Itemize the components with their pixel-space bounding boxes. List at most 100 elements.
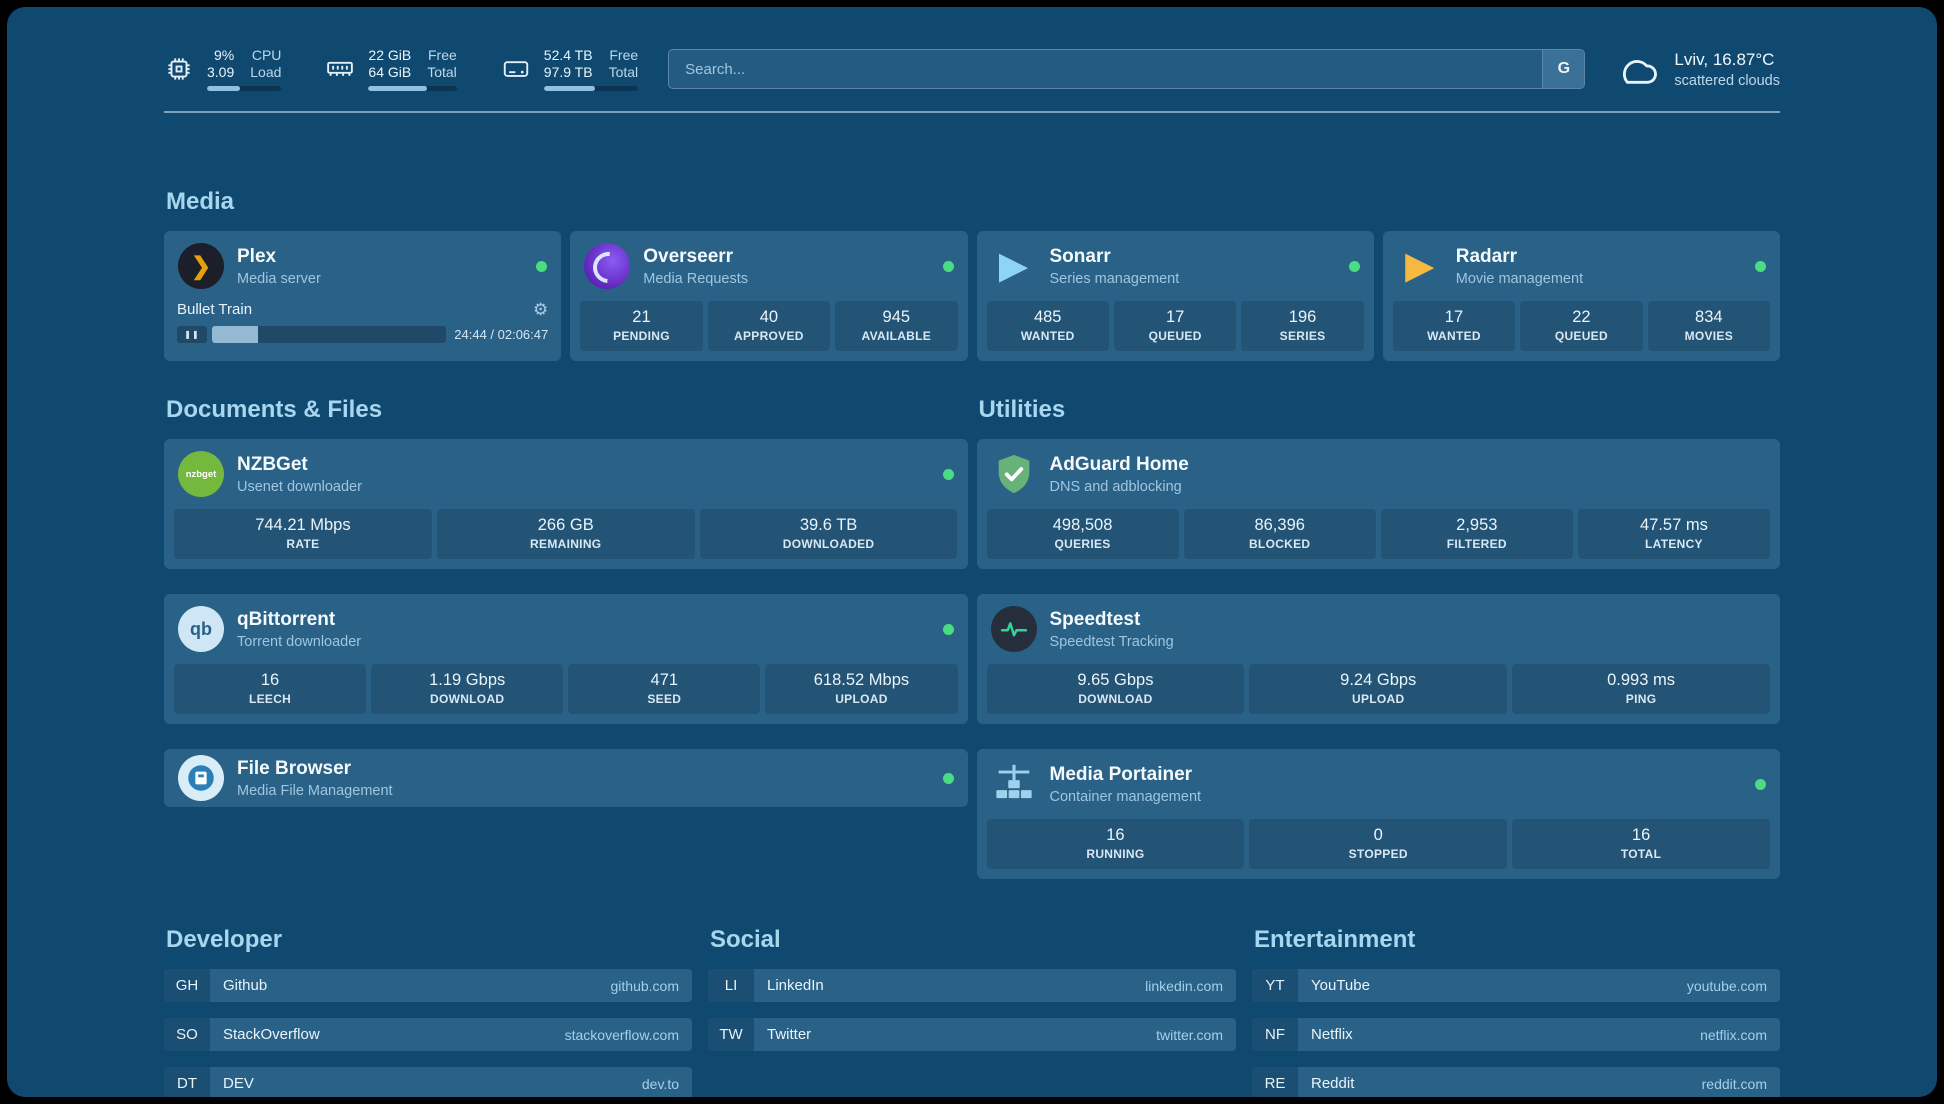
stat-label: WANTED bbox=[1427, 329, 1481, 343]
service-card-portainer[interactable]: Media Portainer Container management 16 … bbox=[976, 749, 1780, 879]
stat-value: 16 bbox=[1106, 826, 1125, 844]
service-name: Sonarr bbox=[1049, 245, 1111, 267]
stat-tile: 498,508 QUERIES bbox=[986, 509, 1179, 559]
stat-value: 86,396 bbox=[1254, 516, 1305, 534]
service-card-speedtest[interactable]: Speedtest Speedtest Tracking 9.65 Gbps D… bbox=[976, 594, 1780, 724]
service-card-overseerr[interactable]: Overseerr Media Requests 21 PENDING 40 A… bbox=[570, 231, 968, 361]
section-media: Media ❯ Plex Media server Bullet Tr bbox=[164, 187, 1780, 361]
service-card-radarr[interactable]: ▶ Radarr Movie management 17 WANTED bbox=[1382, 231, 1780, 361]
gear-icon[interactable]: ⚙ bbox=[533, 300, 549, 319]
stat-tile: 9.65 Gbps DOWNLOAD bbox=[986, 664, 1245, 714]
disk-progress-fill bbox=[543, 86, 595, 91]
bookmark-abbr: GH bbox=[164, 969, 210, 1002]
service-subtitle: Media server bbox=[237, 270, 321, 287]
service-stats: 21 PENDING 40 APPROVED 945 AVAILABLE bbox=[570, 301, 967, 361]
stat-tile: 945 AVAILABLE bbox=[835, 301, 958, 351]
stat-label: UPLOAD bbox=[1352, 692, 1405, 706]
cpu-usage-label: CPU bbox=[251, 47, 282, 63]
bookmark-twitter[interactable]: TW Twitter twitter.com bbox=[708, 1018, 1236, 1051]
stat-label: SEED bbox=[647, 692, 682, 706]
service-card-nzbget[interactable]: nzbget NZBGet Usenet downloader 744.21 M… bbox=[164, 439, 968, 569]
stat-tile: 0.993 ms PING bbox=[1512, 664, 1770, 714]
bookmark-name: Github bbox=[223, 977, 268, 994]
disk-icon bbox=[501, 54, 531, 84]
status-dot bbox=[1348, 260, 1360, 272]
resource-widgets: 9% 3.09 CPU Load bbox=[164, 47, 639, 91]
stat-value: 485 bbox=[1033, 308, 1062, 326]
disk-total-label: Total bbox=[608, 64, 639, 80]
service-card-sonarr[interactable]: ▶ Sonarr Series management 485 WANTED bbox=[976, 231, 1374, 361]
stat-label: MOVIES bbox=[1684, 329, 1734, 343]
service-card-qbittorrent[interactable]: qb qBittorrent Torrent downloader 16 LEE… bbox=[164, 594, 968, 724]
stat-value: 744.21 Mbps bbox=[255, 516, 351, 534]
stat-tile: 47.57 ms LATENCY bbox=[1577, 509, 1770, 559]
dashboard: 9% 3.09 CPU Load bbox=[7, 7, 1937, 1097]
stat-value: 1.19 Gbps bbox=[429, 671, 506, 689]
stat-tile: 266 GB REMAINING bbox=[436, 509, 695, 559]
pause-button[interactable]: ❚❚ bbox=[177, 326, 207, 343]
bookmark-stackoverflow[interactable]: SO StackOverflow stackoverflow.com bbox=[164, 1018, 692, 1051]
stat-label: DOWNLOAD bbox=[1078, 692, 1153, 706]
stat-value: 196 bbox=[1288, 308, 1317, 326]
search-provider-button[interactable]: G bbox=[1542, 50, 1585, 88]
stat-tile: 16 TOTAL bbox=[1512, 819, 1770, 869]
service-card-adguard[interactable]: AdGuard Home DNS and adblocking 498,508 … bbox=[976, 439, 1780, 569]
weather-condition: scattered clouds bbox=[1674, 72, 1780, 89]
stat-label: QUEUED bbox=[1148, 329, 1202, 343]
service-name: NZBGet bbox=[237, 453, 308, 475]
bookmark-url: stackoverflow.com bbox=[564, 1026, 679, 1043]
bookmark-youtube[interactable]: YT YouTube youtube.com bbox=[1252, 969, 1780, 1002]
stat-tile: 17 QUEUED bbox=[1113, 301, 1237, 351]
section-title-developer: Developer bbox=[166, 926, 283, 953]
stat-tile: 9.24 Gbps UPLOAD bbox=[1249, 664, 1508, 714]
stat-value: 21 bbox=[632, 308, 651, 326]
section-title-media: Media bbox=[166, 188, 235, 215]
stat-label: QUEUED bbox=[1554, 329, 1608, 343]
service-card-plex[interactable]: ❯ Plex Media server Bullet Train ⚙ bbox=[164, 231, 562, 361]
stat-label: LEECH bbox=[248, 692, 292, 706]
bookmark-reddit[interactable]: RE Reddit reddit.com bbox=[1252, 1067, 1780, 1097]
sonarr-icon: ▶ bbox=[998, 245, 1029, 287]
service-subtitle: Media File Management bbox=[237, 782, 393, 799]
status-dot bbox=[942, 468, 954, 480]
memory-total-value: 64 GiB bbox=[368, 64, 412, 80]
bookmark-name: Reddit bbox=[1311, 1075, 1355, 1092]
cpu-icon bbox=[164, 54, 194, 84]
stat-tile: 40 APPROVED bbox=[707, 301, 831, 351]
cloud-icon bbox=[1615, 50, 1661, 88]
search-bar: G bbox=[668, 49, 1586, 89]
stat-value: 2,953 bbox=[1456, 516, 1498, 534]
memory-free-label: Free bbox=[428, 47, 457, 63]
bookmark-netflix[interactable]: NF Netflix netflix.com bbox=[1252, 1018, 1780, 1051]
bookmark-abbr: DT bbox=[164, 1067, 210, 1097]
stat-label: FILTERED bbox=[1446, 537, 1507, 551]
stat-label: UPLOAD bbox=[835, 692, 888, 706]
service-subtitle: Torrent downloader bbox=[237, 633, 362, 650]
bookmark-url: twitter.com bbox=[1156, 1026, 1223, 1043]
bookmark-dev[interactable]: DT DEV dev.to bbox=[164, 1067, 692, 1097]
stat-tile: 2,953 FILTERED bbox=[1380, 509, 1573, 559]
adguard-shield-icon bbox=[991, 451, 1037, 497]
section-title-documents: Documents & Files bbox=[166, 396, 383, 423]
qbittorrent-icon: qb bbox=[178, 606, 224, 652]
bookmark-url: github.com bbox=[610, 977, 679, 994]
bookmark-url: linkedin.com bbox=[1145, 977, 1223, 994]
stat-value: 9.24 Gbps bbox=[1340, 671, 1417, 689]
bookmark-linkedin[interactable]: LI LinkedIn linkedin.com bbox=[708, 969, 1236, 1002]
stat-tile: 17 WANTED bbox=[1392, 301, 1516, 351]
service-card-filebrowser[interactable]: File Browser Media File Management bbox=[164, 749, 968, 807]
search-input[interactable] bbox=[669, 50, 1543, 88]
speedtest-icon bbox=[990, 606, 1037, 652]
playback-time: 24:44 / 02:06:47 bbox=[454, 327, 549, 342]
header-divider bbox=[164, 111, 1780, 113]
stat-value: 834 bbox=[1695, 308, 1723, 326]
section-documents: Documents & Files nzbget NZBGet Usenet d… bbox=[164, 395, 968, 807]
stat-tile: 196 SERIES bbox=[1241, 301, 1364, 351]
status-dot bbox=[1755, 260, 1766, 272]
stat-label: RATE bbox=[286, 537, 320, 551]
bookmark-github[interactable]: GH Github github.com bbox=[164, 969, 692, 1002]
bookmark-abbr: TW bbox=[708, 1018, 754, 1051]
nzbget-icon: nzbget bbox=[178, 451, 224, 497]
bookmark-name: Twitter bbox=[767, 1026, 812, 1043]
stat-label: PENDING bbox=[613, 329, 670, 343]
